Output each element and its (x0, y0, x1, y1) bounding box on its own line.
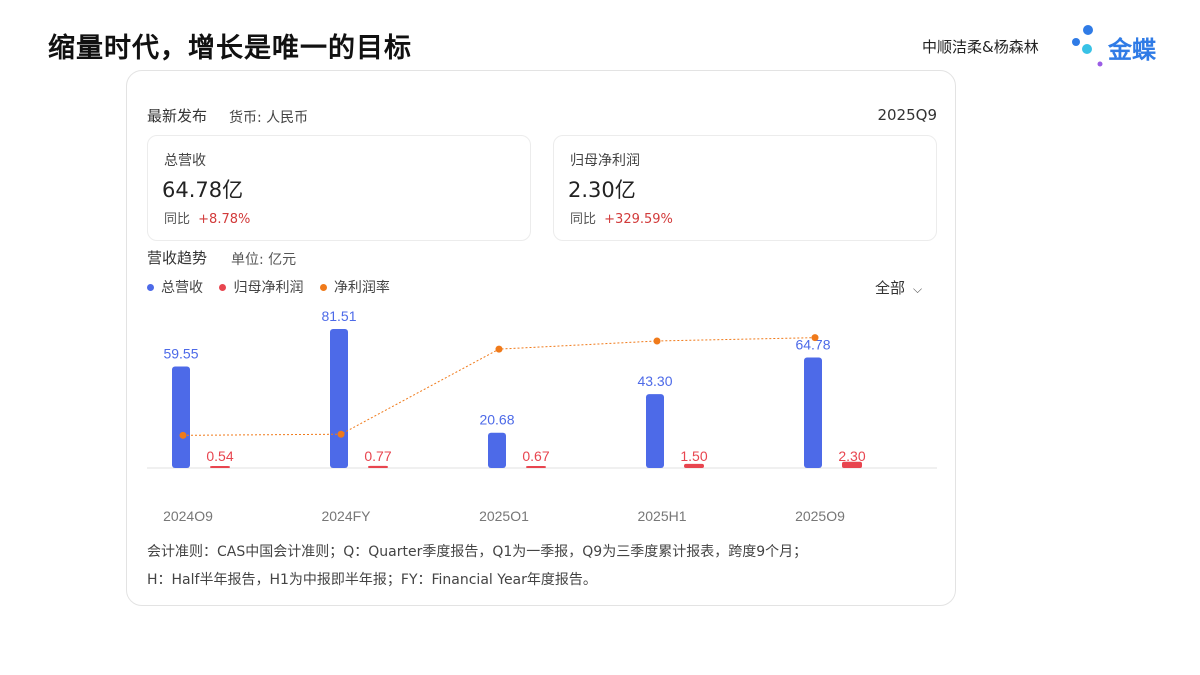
legend-profit-label: 归母净利润 (233, 280, 304, 296)
net-margin-point (337, 430, 345, 438)
revenue-data-label: 81.51 (321, 308, 356, 324)
profit-bar (684, 463, 704, 468)
footnote-line-2: H：Half半年报告，H1为中报即半年报；FY：Financial Year年度… (147, 572, 597, 588)
legend-margin[interactable]: 净利润率 (319, 277, 390, 297)
revenue-yoy: 同比 +8.78% (164, 208, 250, 227)
latest-release-label: 最新发布 (147, 107, 208, 125)
slide-title: 缩量时代，增长是唯一的目标 (48, 33, 412, 64)
period-filter-dropdown[interactable]: 全部 ⌵ (875, 277, 922, 298)
x-tick-label: 2025Q1 (479, 508, 529, 521)
profit-yoy-value: +329.59% (604, 212, 673, 227)
revenue-data-label: 64.78 (795, 337, 830, 353)
net-margin-point (179, 431, 187, 439)
x-tick-label: 2024Q9 (163, 508, 213, 521)
profit-value: 2.30亿 (568, 178, 636, 202)
legend-revenue-dot (147, 283, 154, 291)
revenue-data-label: 59.55 (163, 345, 198, 361)
revenue-yoy-label: 同比 (164, 212, 191, 227)
net-margin-point (653, 337, 661, 345)
profit-data-label: 0.67 (522, 448, 549, 464)
profit-yoy-label: 同比 (570, 212, 597, 227)
trend-unit: 单位: 亿元 (231, 252, 297, 268)
revenue-trend-chart: 59.55 0.54 2024Q9 81.51 0.77 2024FY 20.68 0.67 2… (147, 308, 937, 521)
revenue-value: 64.78亿 (162, 178, 244, 202)
profit-bar (210, 466, 230, 468)
x-tick-label: 2024FY (321, 508, 371, 521)
net-margin-point (495, 345, 503, 353)
period-filter-label: 全部 (875, 279, 906, 297)
profit-bar (842, 461, 862, 468)
x-tick-label: 2025Q9 (795, 508, 845, 521)
profit-data-label: 1.50 (680, 448, 707, 464)
profit-metric: 归母净利润 2.30亿 同比 +329.59% (553, 135, 937, 241)
revenue-bar (646, 394, 664, 468)
revenue-data-label: 20.68 (479, 412, 514, 428)
profit-label: 归母净利润 (570, 153, 640, 169)
revenue-bar (804, 357, 822, 468)
chevron-down-icon: ⌵ (913, 282, 923, 296)
profit-data-label: 0.54 (206, 448, 233, 464)
kingdee-logo-icon (1072, 25, 1103, 67)
x-tick-label: 2025H1 (637, 508, 686, 521)
profit-data-label: 0.77 (364, 448, 391, 464)
legend-revenue-label: 总营收 (161, 280, 203, 296)
revenue-metric: 总营收 64.78亿 同比 +8.78% (147, 135, 531, 241)
currency-label: 货币: 人民币 (229, 110, 309, 126)
revenue-yoy-value: +8.78% (198, 212, 251, 227)
revenue-label: 总营收 (164, 153, 206, 169)
chart-legend: 总营收 归母净利润 净利润率 (147, 277, 402, 297)
legend-revenue[interactable]: 总营收 (147, 277, 203, 297)
profit-yoy: 同比 +329.59% (570, 208, 673, 227)
revenue-data-label: 43.30 (637, 373, 672, 389)
revenue-bar (488, 432, 506, 468)
profit-data-label: 2.30 (838, 448, 865, 464)
finance-card: 最新发布 货币: 人民币 2025Q9 总营收 64.78亿 同比 +8.78%… (126, 70, 956, 606)
net-margin-point (811, 334, 819, 342)
trend-title: 营收趋势 (147, 249, 208, 267)
footnote-line-1: 会计准则：CAS中国会计准则；Q：Quarter季度报告，Q1为一季报，Q9为三… (147, 544, 808, 560)
legend-margin-label: 净利润率 (333, 280, 390, 296)
legend-margin-dot (319, 283, 327, 291)
brand-author: 中顺洁柔&杨森林 (922, 38, 1039, 56)
legend-profit-dot (219, 283, 227, 291)
revenue-bar (330, 329, 348, 468)
legend-profit[interactable]: 归母净利润 (219, 277, 303, 297)
profit-bar (526, 466, 546, 468)
period-label: 2025Q9 (877, 106, 937, 124)
revenue-bar (172, 366, 190, 468)
profit-bar (368, 465, 388, 468)
brand-name: 金蝶 (1108, 36, 1156, 64)
